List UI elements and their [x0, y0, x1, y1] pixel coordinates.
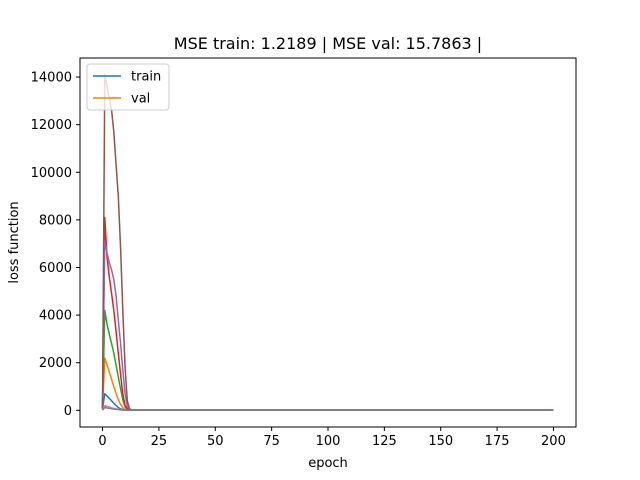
x-tick-label: 25	[151, 434, 168, 449]
x-tick-label: 100	[316, 434, 341, 449]
y-tick-label: 0	[64, 404, 72, 419]
legend: train val	[86, 63, 170, 111]
x-tick-label: 50	[207, 434, 224, 449]
x-tick-label: 200	[541, 434, 566, 449]
series-line-8	[101, 406, 554, 411]
legend-entry-val: val	[131, 92, 150, 107]
x-tick-label: 0	[98, 434, 106, 449]
x-tick-label: 175	[485, 434, 510, 449]
chart-title: MSE train: 1.2189 | MSE val: 15.7863 |	[174, 34, 482, 53]
x-tick-label: 150	[428, 434, 453, 449]
series-lines	[101, 73, 554, 412]
y-tick-label: 10000	[31, 166, 72, 181]
x-tick-label: 125	[372, 434, 397, 449]
y-tick-label: 8000	[39, 213, 72, 228]
legend-entry-train: train	[131, 70, 161, 85]
y-axis-ticks: 0 2000 4000 6000 8000 10000 12000 14000	[31, 71, 80, 419]
x-tick-label: 75	[263, 434, 280, 449]
y-tick-label: 6000	[39, 261, 72, 276]
y-tick-label: 14000	[31, 71, 72, 86]
y-tick-label: 12000	[31, 118, 72, 133]
y-tick-label: 4000	[39, 309, 72, 324]
x-axis-label: epoch	[308, 456, 348, 471]
x-axis-ticks: 0 25 50 75 100 125 150 175 200	[98, 427, 566, 449]
y-axis-label: loss function	[7, 201, 22, 283]
y-tick-label: 2000	[39, 356, 72, 371]
